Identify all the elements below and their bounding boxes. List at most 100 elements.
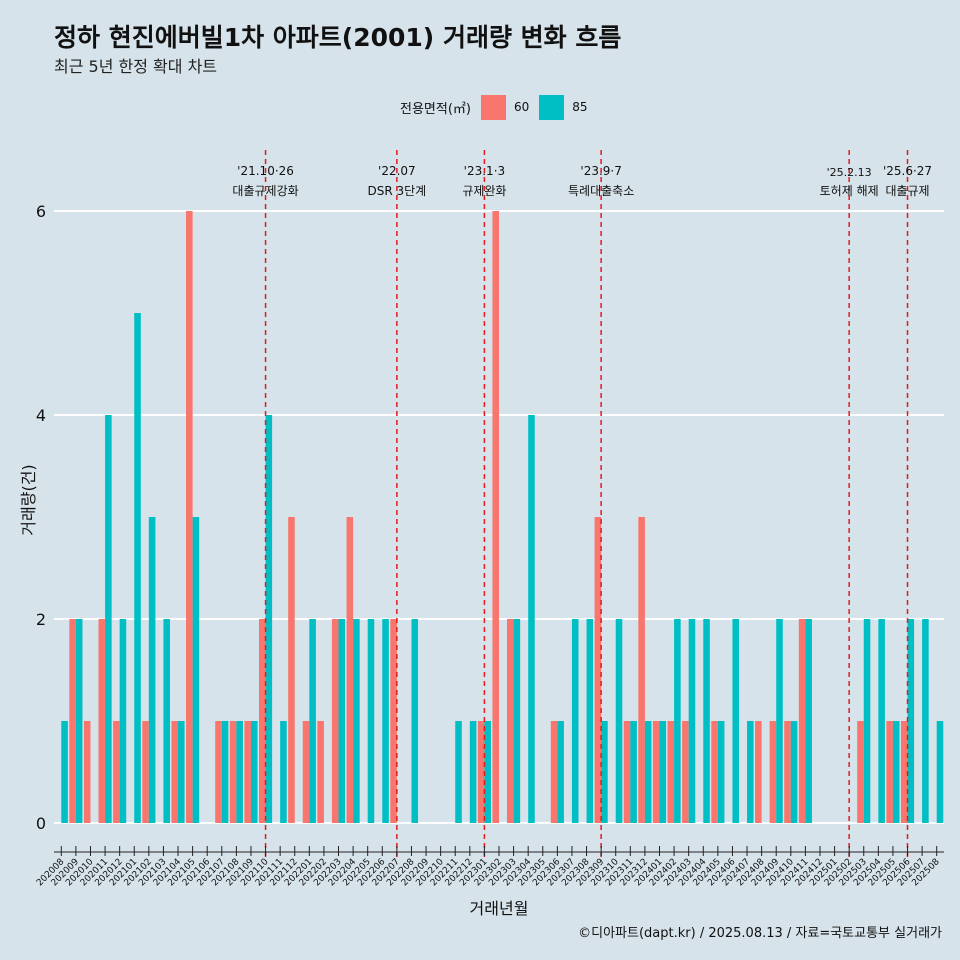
bar-85-202409 xyxy=(776,619,783,823)
legend-label-60: 60 xyxy=(513,100,530,114)
event-label: 대출규제 xyxy=(885,184,929,198)
bar-60-202009 xyxy=(69,619,76,823)
bar-85-202410 xyxy=(790,721,798,823)
bar-85-202308 xyxy=(586,619,594,823)
bar-85-202108 xyxy=(236,721,243,823)
bar-85-202110 xyxy=(265,415,273,823)
event-date: '25.6·27 xyxy=(883,164,932,178)
event-date: '23.9·7 xyxy=(580,164,621,178)
bar-60-202105 xyxy=(186,211,193,823)
y-tick-label: 6 xyxy=(36,202,46,221)
bar-60-202408 xyxy=(755,721,762,823)
legend-key-60 xyxy=(480,94,506,120)
bar-85-202504 xyxy=(878,619,885,823)
bar-85-202204 xyxy=(353,619,360,823)
bar-60-202104 xyxy=(171,721,179,823)
bar-60-202306 xyxy=(550,721,558,823)
bar-60-202201 xyxy=(302,721,310,823)
bar-60-202107 xyxy=(215,721,222,823)
bar-85-202103 xyxy=(163,619,170,823)
bar-60-202409 xyxy=(769,721,777,823)
bar-85-202105 xyxy=(192,517,200,823)
bar-85-202304 xyxy=(528,415,535,823)
bar-60-202203 xyxy=(331,619,339,823)
bar-60-202202 xyxy=(317,721,324,823)
bar-60-202110 xyxy=(258,619,266,823)
bar-85-202505 xyxy=(892,721,900,823)
source-caption: ©디아파트(dapt.kr) / 2025.08.13 / 자료=국토교통부 실… xyxy=(578,926,942,941)
bar-60-202506 xyxy=(900,721,908,823)
bar-60-202403 xyxy=(682,721,689,823)
y-axis-title: 거래량(건) xyxy=(19,464,38,535)
bar-60-202503 xyxy=(857,721,864,823)
bar-85-202211 xyxy=(455,721,462,823)
bar-85-202101 xyxy=(134,313,141,823)
bar-85-202109 xyxy=(250,721,258,823)
bar-85-202310 xyxy=(615,619,623,823)
bar-85-202008 xyxy=(61,721,68,823)
bar-60-202302 xyxy=(492,211,499,823)
bar-85-202012 xyxy=(119,619,127,823)
bar-85-202407 xyxy=(747,721,754,823)
bar-85-202402 xyxy=(674,619,681,823)
event-date: '22.07 xyxy=(378,164,416,178)
bar-85-202311 xyxy=(630,721,637,823)
bar-60-202309 xyxy=(594,517,602,823)
legend-key-85 xyxy=(539,94,565,120)
bar-60-202112 xyxy=(288,517,295,823)
event-label: 규제완화 xyxy=(462,184,506,198)
bar-85-202306 xyxy=(557,721,564,823)
bar-85-202303 xyxy=(513,619,521,823)
bar-85-202406 xyxy=(732,619,740,823)
bar-85-202201 xyxy=(309,619,316,823)
legend: 전용면적(㎡) 60 85 xyxy=(400,93,588,121)
chart-subtitle: 최근 5년 한정 확대 차트 xyxy=(54,57,218,76)
bar-60-202505 xyxy=(886,721,893,823)
bar-85-202107 xyxy=(221,721,229,823)
bar-85-202503 xyxy=(863,619,871,823)
legend-title: 전용면적(㎡) xyxy=(400,101,471,117)
x-axis-title: 거래년월 xyxy=(470,899,529,918)
bar-85-202301 xyxy=(484,721,491,823)
event-label: 토허제 해제 xyxy=(820,184,879,198)
bar-85-202208 xyxy=(411,619,419,823)
event-date: '23.1·3 xyxy=(464,164,505,178)
y-tick-label: 2 xyxy=(36,610,46,629)
bar-85-202411 xyxy=(805,619,812,823)
bar-85-202307 xyxy=(571,619,579,823)
bar-85-202404 xyxy=(703,619,710,823)
bar-85-202205 xyxy=(367,619,375,823)
bar-60-202402 xyxy=(667,721,675,823)
bar-85-202508 xyxy=(936,721,944,823)
event-label: 특례대출축소 xyxy=(568,184,634,198)
bar-60-202312 xyxy=(638,517,645,823)
bar-60-202405 xyxy=(711,721,718,823)
bar-85-202203 xyxy=(338,619,346,823)
chart-title: 정하 현진에버빌1차 아파트(2001) 거래량 변화 흐름 xyxy=(54,23,622,52)
bar-85-202102 xyxy=(148,517,156,823)
bar-60-202303 xyxy=(507,619,514,823)
legend-label-85: 85 xyxy=(572,100,588,114)
event-label: DSR 3단계 xyxy=(368,184,427,198)
bar-60-202011 xyxy=(98,619,106,823)
bar-60-202108 xyxy=(229,721,237,823)
bar-60-202410 xyxy=(784,721,791,823)
event-date: '25.2.13 xyxy=(827,166,872,179)
bar-85-202405 xyxy=(717,721,725,823)
bar-85-202009 xyxy=(75,619,83,823)
y-tick-label: 0 xyxy=(36,814,46,833)
bar-85-202403 xyxy=(688,619,696,823)
bar-60-202109 xyxy=(244,721,251,823)
bar-60-202207 xyxy=(390,619,397,823)
bar-60-202301 xyxy=(477,721,485,823)
bar-85-202011 xyxy=(105,415,112,823)
bar-85-202309 xyxy=(601,721,608,823)
bar-85-202206 xyxy=(382,619,389,823)
bar-85-202212 xyxy=(469,721,477,823)
bar-85-202312 xyxy=(644,721,652,823)
y-tick-label: 4 xyxy=(36,406,46,425)
bar-60-202204 xyxy=(346,517,354,823)
bar-60-202411 xyxy=(798,619,806,823)
bar-85-202104 xyxy=(178,721,185,823)
